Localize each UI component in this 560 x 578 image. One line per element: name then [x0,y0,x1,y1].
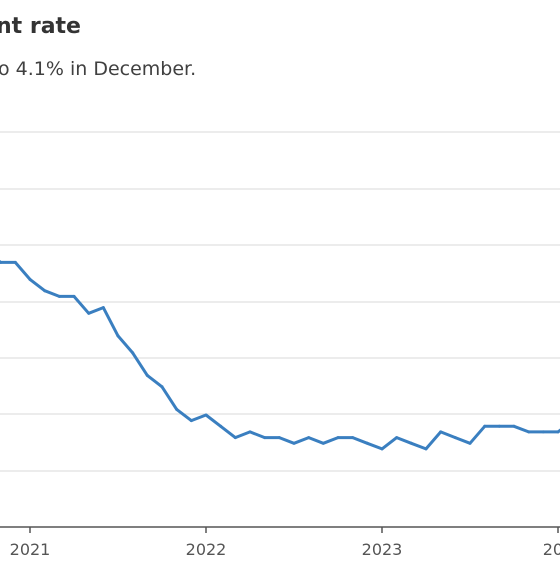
chart-title: nt rate [0,14,81,39]
data-point [72,294,76,298]
data-point [365,441,369,445]
data-point [175,407,179,411]
data-point [307,436,311,440]
data-point [189,419,193,423]
data-point [248,430,252,434]
data-point [497,424,501,428]
data-point [101,306,105,310]
data-point [43,289,47,293]
data-point [263,436,267,440]
chart-subtitle: o 4.1% in December. [0,58,197,80]
data-point [292,441,296,445]
series-layer [0,259,560,451]
data-point [131,351,135,355]
data-point [204,413,208,417]
data-point [145,373,149,377]
data-point [453,436,457,440]
data-point [277,436,281,440]
data-point [395,436,399,440]
data-point [439,430,443,434]
gridlines [0,131,560,472]
x-tick-label: 2022 [186,540,227,559]
data-point [512,424,516,428]
data-point [380,447,384,451]
data-point [28,277,32,281]
data-point [233,436,237,440]
data-point [160,385,164,389]
data-point [541,430,545,434]
x-tick-label: 2021 [10,540,51,559]
data-point [483,424,487,428]
data-point [527,430,531,434]
x-tick-label: 202 [543,540,560,559]
x-tick-label: 2023 [362,540,403,559]
data-point [0,260,3,264]
x-axis: 2021 2022 2023 202 [0,526,560,559]
data-point [13,260,17,264]
data-point [336,436,340,440]
data-point [219,424,223,428]
data-point [321,441,325,445]
data-point [87,311,91,315]
data-point [556,430,560,434]
series-line [0,259,560,451]
data-point [351,436,355,440]
data-point [57,294,61,298]
data-point [468,441,472,445]
data-point [116,334,120,338]
data-point [409,441,413,445]
data-point [424,447,428,451]
